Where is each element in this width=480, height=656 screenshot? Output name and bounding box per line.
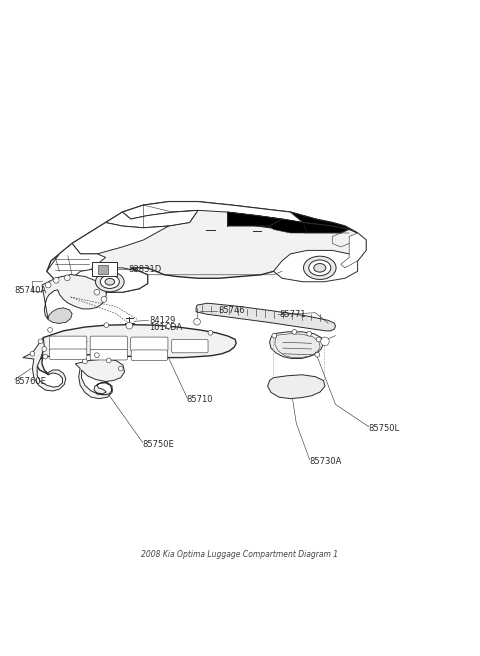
Polygon shape bbox=[23, 338, 66, 391]
Text: 84129: 84129 bbox=[149, 316, 176, 325]
Polygon shape bbox=[122, 201, 315, 222]
Circle shape bbox=[53, 277, 59, 283]
Circle shape bbox=[38, 339, 43, 344]
Circle shape bbox=[316, 337, 321, 342]
FancyBboxPatch shape bbox=[172, 339, 208, 353]
Circle shape bbox=[272, 333, 277, 338]
Circle shape bbox=[83, 359, 87, 364]
Circle shape bbox=[118, 366, 123, 371]
FancyBboxPatch shape bbox=[49, 349, 87, 359]
FancyBboxPatch shape bbox=[131, 337, 168, 352]
Polygon shape bbox=[48, 308, 72, 323]
Circle shape bbox=[307, 331, 312, 336]
Circle shape bbox=[43, 354, 48, 359]
Ellipse shape bbox=[314, 264, 326, 272]
Polygon shape bbox=[228, 212, 282, 226]
Polygon shape bbox=[275, 334, 320, 358]
Polygon shape bbox=[72, 222, 168, 254]
Text: 85750L: 85750L bbox=[369, 424, 400, 433]
Text: 1014DA: 1014DA bbox=[149, 323, 182, 333]
Bar bbox=[92, 262, 117, 276]
Circle shape bbox=[48, 327, 52, 333]
Circle shape bbox=[208, 331, 213, 335]
Polygon shape bbox=[47, 243, 106, 280]
Circle shape bbox=[107, 358, 111, 363]
Ellipse shape bbox=[309, 260, 331, 276]
Text: 2008 Kia Optima Luggage Compartment Diagram 1: 2008 Kia Optima Luggage Compartment Diag… bbox=[142, 550, 338, 560]
Polygon shape bbox=[196, 303, 336, 331]
Polygon shape bbox=[341, 233, 366, 268]
Text: 85771: 85771 bbox=[279, 310, 306, 319]
Circle shape bbox=[101, 297, 107, 302]
FancyBboxPatch shape bbox=[49, 336, 87, 350]
Text: 85744: 85744 bbox=[91, 342, 117, 351]
Circle shape bbox=[64, 275, 70, 281]
Circle shape bbox=[166, 323, 171, 329]
Circle shape bbox=[45, 282, 51, 288]
Text: 85740A: 85740A bbox=[15, 286, 47, 295]
Polygon shape bbox=[72, 268, 148, 292]
Polygon shape bbox=[228, 212, 349, 233]
FancyBboxPatch shape bbox=[90, 336, 127, 350]
Circle shape bbox=[292, 329, 297, 334]
Circle shape bbox=[194, 318, 200, 325]
Circle shape bbox=[126, 322, 132, 329]
Text: 85750E: 85750E bbox=[143, 440, 174, 449]
Bar bbox=[98, 265, 108, 274]
Ellipse shape bbox=[96, 272, 124, 292]
Circle shape bbox=[30, 352, 35, 356]
Circle shape bbox=[94, 289, 100, 295]
Text: 85746: 85746 bbox=[218, 306, 245, 316]
Text: 85730A: 85730A bbox=[310, 457, 342, 466]
Circle shape bbox=[42, 346, 47, 352]
Polygon shape bbox=[75, 359, 124, 399]
Text: 83831D: 83831D bbox=[129, 265, 162, 274]
Polygon shape bbox=[290, 212, 358, 233]
FancyBboxPatch shape bbox=[90, 350, 127, 360]
Text: 85710: 85710 bbox=[187, 395, 213, 404]
Polygon shape bbox=[270, 332, 324, 359]
Circle shape bbox=[315, 352, 320, 357]
Circle shape bbox=[321, 337, 329, 346]
Ellipse shape bbox=[303, 256, 336, 279]
Polygon shape bbox=[268, 375, 325, 399]
Polygon shape bbox=[106, 211, 198, 228]
Polygon shape bbox=[47, 201, 366, 292]
FancyBboxPatch shape bbox=[131, 350, 168, 360]
Polygon shape bbox=[274, 251, 358, 282]
Polygon shape bbox=[42, 275, 107, 323]
Polygon shape bbox=[269, 219, 307, 233]
Text: 85760E: 85760E bbox=[15, 377, 47, 386]
Circle shape bbox=[95, 353, 99, 358]
Ellipse shape bbox=[105, 278, 115, 285]
Circle shape bbox=[104, 323, 109, 327]
Ellipse shape bbox=[100, 275, 120, 289]
Polygon shape bbox=[37, 325, 236, 375]
